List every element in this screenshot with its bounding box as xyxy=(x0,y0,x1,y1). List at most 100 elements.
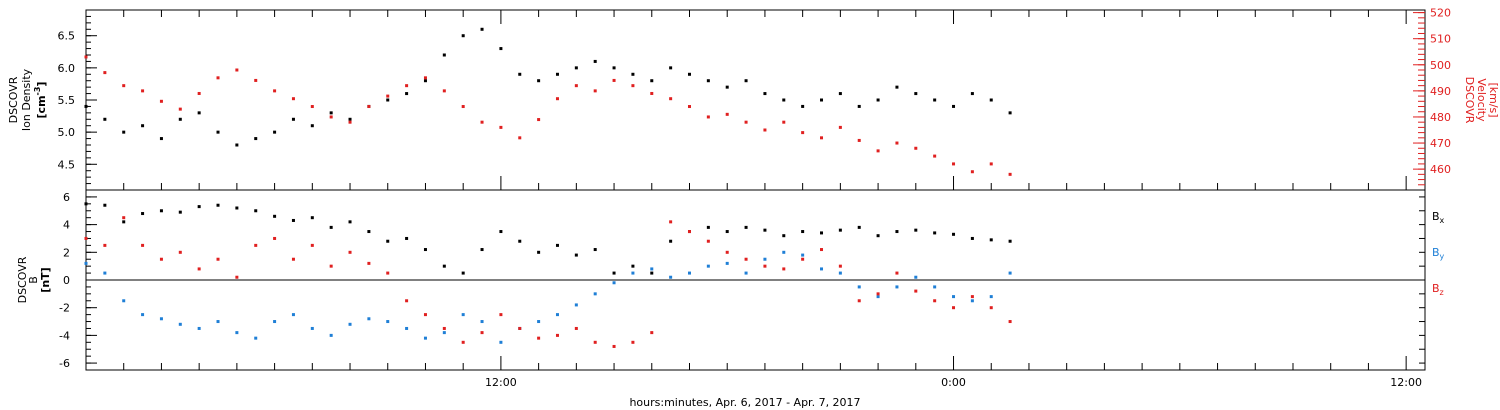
velocity-0-point xyxy=(518,136,522,140)
legend-sub: z xyxy=(1440,288,1444,297)
b-field-2-point xyxy=(291,257,295,261)
b-field-2-point xyxy=(103,243,107,247)
velocity-0-point xyxy=(631,84,635,88)
bottom-left-tick-label: -6 xyxy=(59,357,70,370)
b-field-1-point xyxy=(744,271,748,275)
velocity-0-point xyxy=(254,78,258,82)
top-left-tick-label: 6.5 xyxy=(58,30,76,43)
bottom-ylabel-line2: B xyxy=(27,276,40,284)
b-field-0-point xyxy=(706,225,710,229)
b-field-1-point xyxy=(480,320,484,324)
velocity-0-point xyxy=(687,105,691,109)
top-right-ylabel-unit: [km/s] xyxy=(1487,82,1500,117)
density-0-point xyxy=(122,130,126,134)
b-field-0-point xyxy=(933,231,937,235)
density-0-point xyxy=(895,85,899,89)
b-field-0-point xyxy=(801,230,805,234)
b-field-2-point xyxy=(273,236,277,240)
bottom-left-tick-label: -4 xyxy=(59,329,70,342)
b-field-1-point xyxy=(178,322,182,326)
b-field-0-point xyxy=(254,209,258,213)
density-0-point xyxy=(989,98,993,102)
b-field-2-point xyxy=(744,257,748,261)
b-field-1-point xyxy=(442,331,446,335)
density-0-point xyxy=(782,98,786,102)
velocity-0-point xyxy=(480,120,484,124)
b-field-1-point xyxy=(537,320,541,324)
legend-entry-y: By xyxy=(1432,246,1445,261)
bottom-left-tick-label: -2 xyxy=(59,302,70,315)
b-field-0-point xyxy=(103,203,107,207)
b-field-2-point xyxy=(310,243,314,247)
legend-label: B xyxy=(1432,282,1440,295)
b-field-0-point xyxy=(235,206,239,210)
bottom-right-axis-ticks xyxy=(1419,196,1425,364)
legend-label: B xyxy=(1432,246,1440,259)
b-field-1-point xyxy=(857,285,861,289)
b-field-2-point xyxy=(461,340,465,344)
velocity-0-point xyxy=(499,125,503,129)
b-field-1-point xyxy=(122,299,126,303)
top-right-tick-label: 470 xyxy=(1430,137,1451,150)
top-right-tick-label: 500 xyxy=(1430,59,1451,72)
b-field-0-point xyxy=(480,248,484,252)
b-field-2-point xyxy=(84,236,88,240)
x-tick-label: 0:00 xyxy=(941,376,966,389)
velocity-0-point xyxy=(857,138,861,142)
density-0-point xyxy=(499,47,503,51)
b-field-1-point xyxy=(687,271,691,275)
density-0-point xyxy=(235,143,239,147)
b-field-1-point xyxy=(461,313,465,317)
density-0-point xyxy=(631,72,635,76)
legend-entry-x: Bx xyxy=(1432,210,1445,225)
top-left-tick-label: 4.5 xyxy=(58,158,76,171)
density-0-point xyxy=(650,79,654,83)
b-field-2-point xyxy=(650,331,654,335)
top-unit-sup: -3 xyxy=(33,87,42,96)
b-field-0-point xyxy=(122,220,126,224)
density-0-point xyxy=(386,98,390,102)
b-field-0-point xyxy=(820,231,824,235)
velocity-0-point xyxy=(820,136,824,140)
velocity-0-point xyxy=(706,115,710,119)
b-field-2-point xyxy=(593,340,597,344)
b-field-2-point xyxy=(555,333,559,337)
b-field-2-point xyxy=(820,248,824,252)
b-field-2-point xyxy=(914,289,918,293)
b-field-2-point xyxy=(518,326,522,330)
b-field-1-point xyxy=(84,261,88,265)
density-0-point xyxy=(518,72,522,76)
b-field-0-point xyxy=(555,243,559,247)
b-field-1-point xyxy=(876,295,880,299)
b-field-1-point xyxy=(838,271,842,275)
b-field-2-point xyxy=(574,326,578,330)
b-field-0-point xyxy=(310,216,314,220)
b-field-0-point xyxy=(386,239,390,243)
velocity-0-point xyxy=(235,68,239,72)
velocity-0-point xyxy=(933,154,937,158)
top-ylabel-line2: Ion Density xyxy=(20,68,33,131)
b-field-1-point xyxy=(763,257,767,261)
legend-label: B xyxy=(1432,210,1440,223)
density-0-point xyxy=(933,98,937,102)
b-field-2-point xyxy=(838,264,842,268)
b-field-2-point xyxy=(254,243,258,247)
velocity-0-point xyxy=(159,99,163,103)
density-0-point xyxy=(103,117,107,121)
bottom-ylabel-unit: [nT] xyxy=(39,267,52,292)
density-0-point xyxy=(348,117,352,121)
b-field-2-point xyxy=(235,275,239,279)
density-0-point xyxy=(254,137,258,141)
density-0-point xyxy=(574,66,578,70)
b-field-0-point xyxy=(423,248,427,252)
b-field-1-point xyxy=(650,267,654,271)
b-field-1-point xyxy=(970,299,974,303)
b-field-0-point xyxy=(914,228,918,232)
b-field-1-point xyxy=(952,295,956,299)
b-field-1-point xyxy=(820,267,824,271)
top-left-tick-label: 5.0 xyxy=(58,126,76,139)
x-axis-ticks: 12:00 0:00 12:00 xyxy=(85,10,1422,389)
b-field-2-point xyxy=(612,344,616,348)
density-0-point xyxy=(84,104,88,108)
